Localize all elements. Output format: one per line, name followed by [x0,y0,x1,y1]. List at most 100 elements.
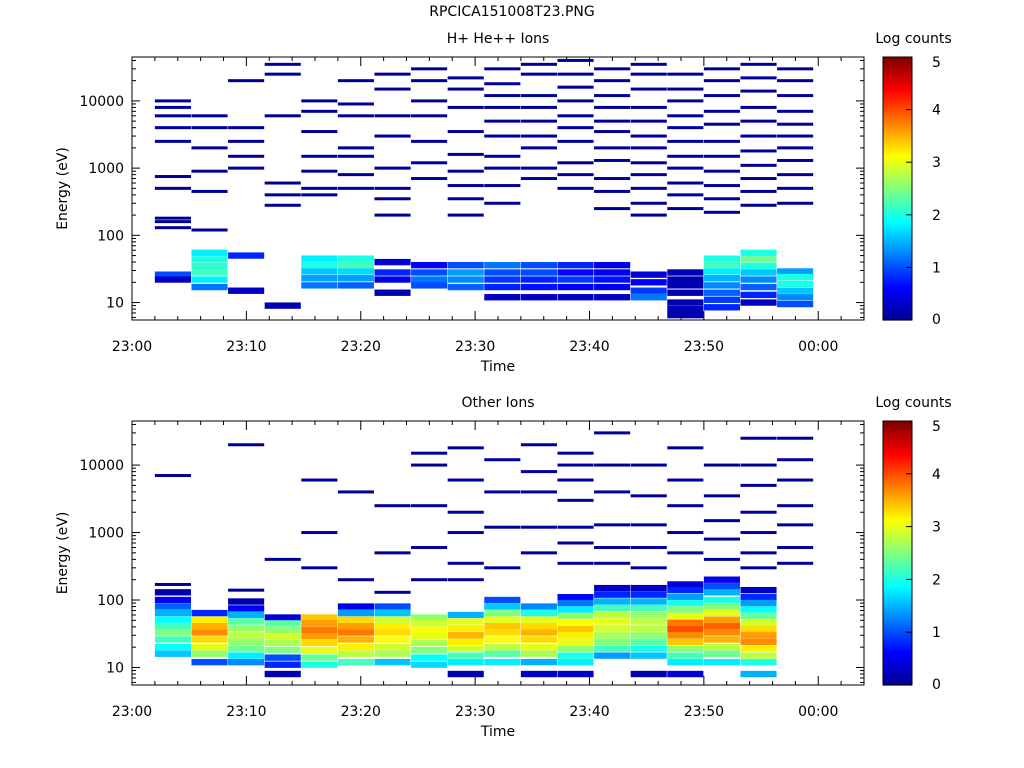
heatmap-cell [264,670,301,678]
heatmap-cell [777,436,814,440]
colorbar-swatch [883,523,912,528]
colorbar-swatch [883,671,912,676]
colorbar-tick-label: 3 [932,520,941,536]
colorbar-swatch [883,143,912,148]
colorbar-tick-label: 5 [932,419,941,435]
heatmap-cell [777,94,814,98]
colorbar-swatch [883,312,912,316]
heatmap-cell [411,261,448,269]
heatmap-cell [447,578,484,582]
heatmap-cell [520,72,557,76]
heatmap-cell [337,268,374,275]
heatmap-cell [374,629,411,636]
heatmap-cell [777,546,814,550]
heatmap-cell [228,652,265,659]
heatmap-cell [411,578,448,582]
y-axis-label: Energy (eV) [55,147,71,230]
heatmap-cell [557,638,594,646]
colorbar-swatch [883,502,912,507]
colorbar-swatch [883,193,912,197]
heatmap-cell [557,283,594,291]
heatmap-cell [740,262,777,270]
heatmap-cell [703,184,740,188]
heatmap-cell [154,220,191,224]
heatmap-cell [557,126,594,130]
heatmap-cell [411,139,448,143]
heatmap-cell [520,650,557,657]
x-tick-label: 23:20 [341,339,381,355]
heatmap-cell [411,282,448,289]
heatmap-cell [703,154,740,158]
heatmap-cell [594,269,631,276]
colorbar-swatch [883,114,912,119]
colorbar-swatch [883,235,912,240]
colorbar-swatch [883,582,912,586]
heatmap-cell [594,261,631,269]
heatmap-cell [630,591,667,598]
colorbar-swatch [883,455,912,459]
heatmap-cell [411,276,448,283]
heatmap-cell [411,269,448,276]
heatmap-cell [667,276,704,283]
heatmap-cell [667,612,704,620]
heatmap-cell [594,67,631,71]
heatmap-cell [777,478,814,482]
colorbar-swatch [883,201,912,205]
colorbar-swatch [883,298,912,303]
colorbar-swatch [883,484,912,488]
colorbar-swatch [883,80,912,84]
y-tick-label: 10000 [79,94,124,110]
panel-title: Other Ions [461,395,534,411]
colorbar-swatch [883,529,912,533]
colorbar-swatch [883,508,912,512]
heatmap-cell [740,638,777,646]
colorbar-swatch [883,531,912,536]
heatmap-cell [228,154,265,158]
heatmap-cell [447,510,484,514]
heatmap-cell [191,629,228,636]
heatmap-cell [703,296,740,303]
colorbar-swatch [883,314,912,318]
heatmap-cell [374,166,411,170]
colorbar-tick-label: 2 [932,572,941,588]
colorbar-swatch [883,613,912,617]
colorbar-swatch [883,534,912,538]
colorbar-swatch [883,605,912,610]
heatmap-cell [228,443,265,447]
heatmap-cell [301,130,338,134]
colorbar-tick-label: 1 [932,625,941,641]
heatmap-cell [337,658,374,666]
heatmap-cell [374,72,411,76]
heatmap-cell [594,625,631,632]
heatmap-cell [447,645,484,652]
heatmap-cell [337,173,374,177]
colorbar-swatch [883,560,912,565]
heatmap-cell [374,186,411,190]
heatmap-cell [630,201,667,205]
heatmap-cell [374,213,411,217]
heatmap-cell [484,490,521,494]
heatmap-cell [484,629,521,636]
colorbar-swatch [883,558,912,562]
colorbar-swatch [883,632,912,636]
heatmap-cell [667,154,704,158]
heatmap-cell [191,609,228,617]
heatmap-cell [557,58,594,62]
heatmap-cell [667,551,704,555]
colorbar-swatch [883,304,912,308]
colorbar-swatch [883,256,912,261]
heatmap-cell [740,625,777,633]
heatmap-cell [630,523,667,527]
colorbar-swatch [883,99,912,103]
heatmap-cell [594,638,631,646]
heatmap-cell [520,670,557,678]
heatmap-cell [411,451,448,455]
colorbar-swatch [883,619,912,623]
heatmap-cell [740,594,777,601]
heatmap-cell [740,658,777,666]
colorbar-swatch [883,280,912,284]
heatmap-cell [703,289,740,296]
heatmap-cell [337,102,374,106]
heatmap-cell [520,276,557,283]
heatmap-cell [667,289,704,296]
